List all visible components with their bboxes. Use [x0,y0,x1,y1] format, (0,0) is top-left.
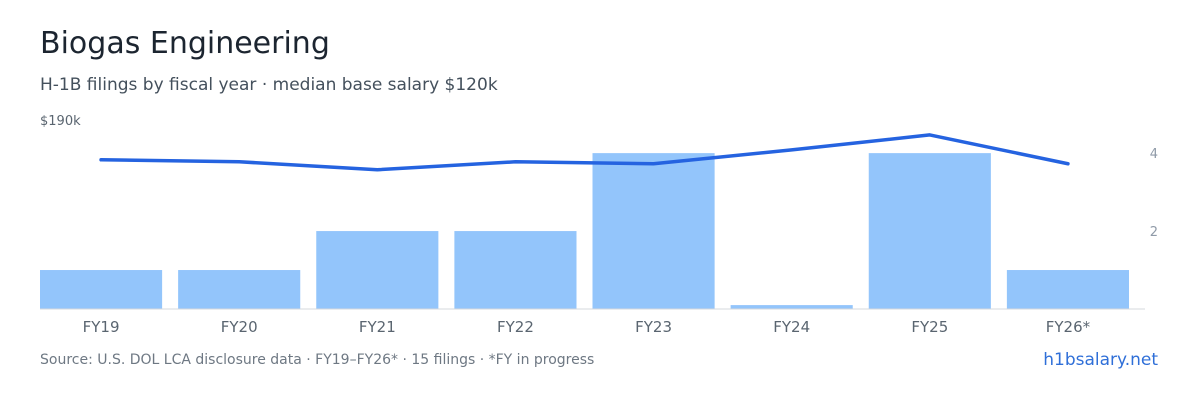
left-axis-top-label: $190k [40,114,81,129]
bar-FY19 [40,270,163,309]
x-tick-label: FY21 [359,318,396,336]
source-note: Source: U.S. DOL LCA disclosure data · F… [40,352,595,368]
chart-subtitle: H-1B filings by fiscal year · median bas… [40,75,498,95]
x-tick-label: FY22 [497,318,534,336]
bar-FY24 [730,305,853,309]
right-axis-tick: 2 [1150,225,1158,240]
salary-line [99,133,1070,172]
x-tick-label: FY24 [773,318,810,336]
bar-FY21 [316,231,439,309]
x-tick-label: FY26* [1046,318,1091,336]
right-axis-tick: 4 [1150,147,1158,162]
bar-FY20 [178,270,301,309]
x-tick-label: FY20 [221,318,258,336]
bar-FY22 [454,231,577,309]
x-tick-label: FY23 [635,318,672,336]
x-tick-label: FY19 [83,318,120,336]
bar-FY25 [868,153,991,309]
site-link[interactable]: h1bsalary.net [1043,350,1158,370]
chart-title: Biogas Engineering [40,26,330,61]
x-tick-label: FY25 [911,318,948,336]
bar-FY26* [1006,270,1129,309]
bar-FY23 [592,153,715,309]
